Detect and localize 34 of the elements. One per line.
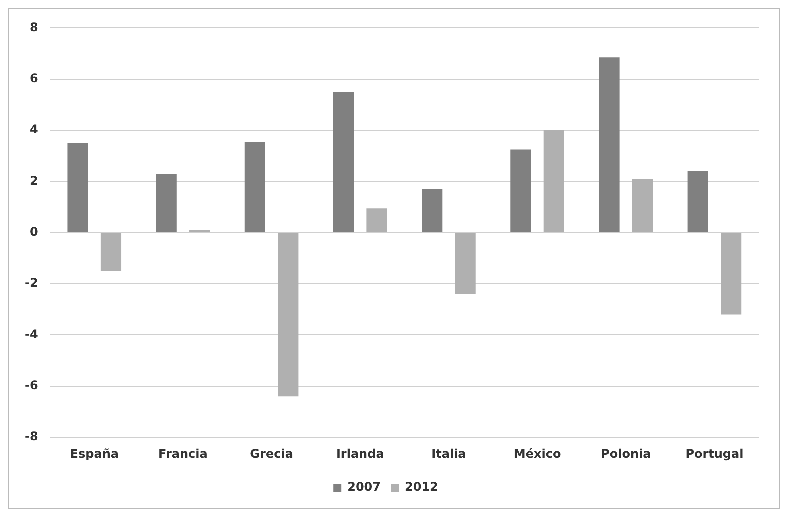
legend-label: 2012 — [405, 480, 438, 494]
x-tick-label: Grecia — [250, 446, 294, 461]
x-tick-label: México — [514, 446, 562, 461]
bar — [422, 189, 443, 232]
bar — [244, 142, 266, 232]
bar — [599, 58, 620, 232]
x-tick-label: Irlanda — [336, 446, 384, 461]
x-tick-label: Francia — [158, 446, 208, 461]
y-tick-label: -6 — [24, 378, 38, 393]
y-tick-label: 8 — [30, 20, 38, 34]
bar — [544, 130, 564, 232]
bar — [366, 208, 388, 232]
x-tick-label: Polonia — [601, 446, 652, 461]
y-tick-label: 6 — [30, 72, 38, 86]
legend-label: 2007 — [348, 480, 382, 494]
bar — [632, 179, 654, 232]
x-tick-label: Portugal — [686, 446, 744, 461]
bar — [278, 233, 299, 397]
y-tick-label: -4 — [24, 327, 38, 342]
bar — [510, 150, 532, 232]
bar — [721, 233, 742, 315]
y-tick-label: -8 — [24, 430, 38, 444]
bar — [333, 92, 354, 232]
y-tick-label: 2 — [30, 174, 38, 188]
x-tick-label: España — [70, 446, 119, 461]
bar — [688, 171, 708, 232]
x-tick-label: Italia — [432, 446, 466, 461]
bar — [100, 233, 122, 272]
y-tick-label: -2 — [24, 276, 38, 290]
bar — [68, 143, 88, 232]
bar — [455, 233, 476, 294]
y-tick-label: 0 — [30, 225, 38, 240]
bar — [156, 174, 177, 232]
y-tick-label: 4 — [30, 122, 38, 137]
